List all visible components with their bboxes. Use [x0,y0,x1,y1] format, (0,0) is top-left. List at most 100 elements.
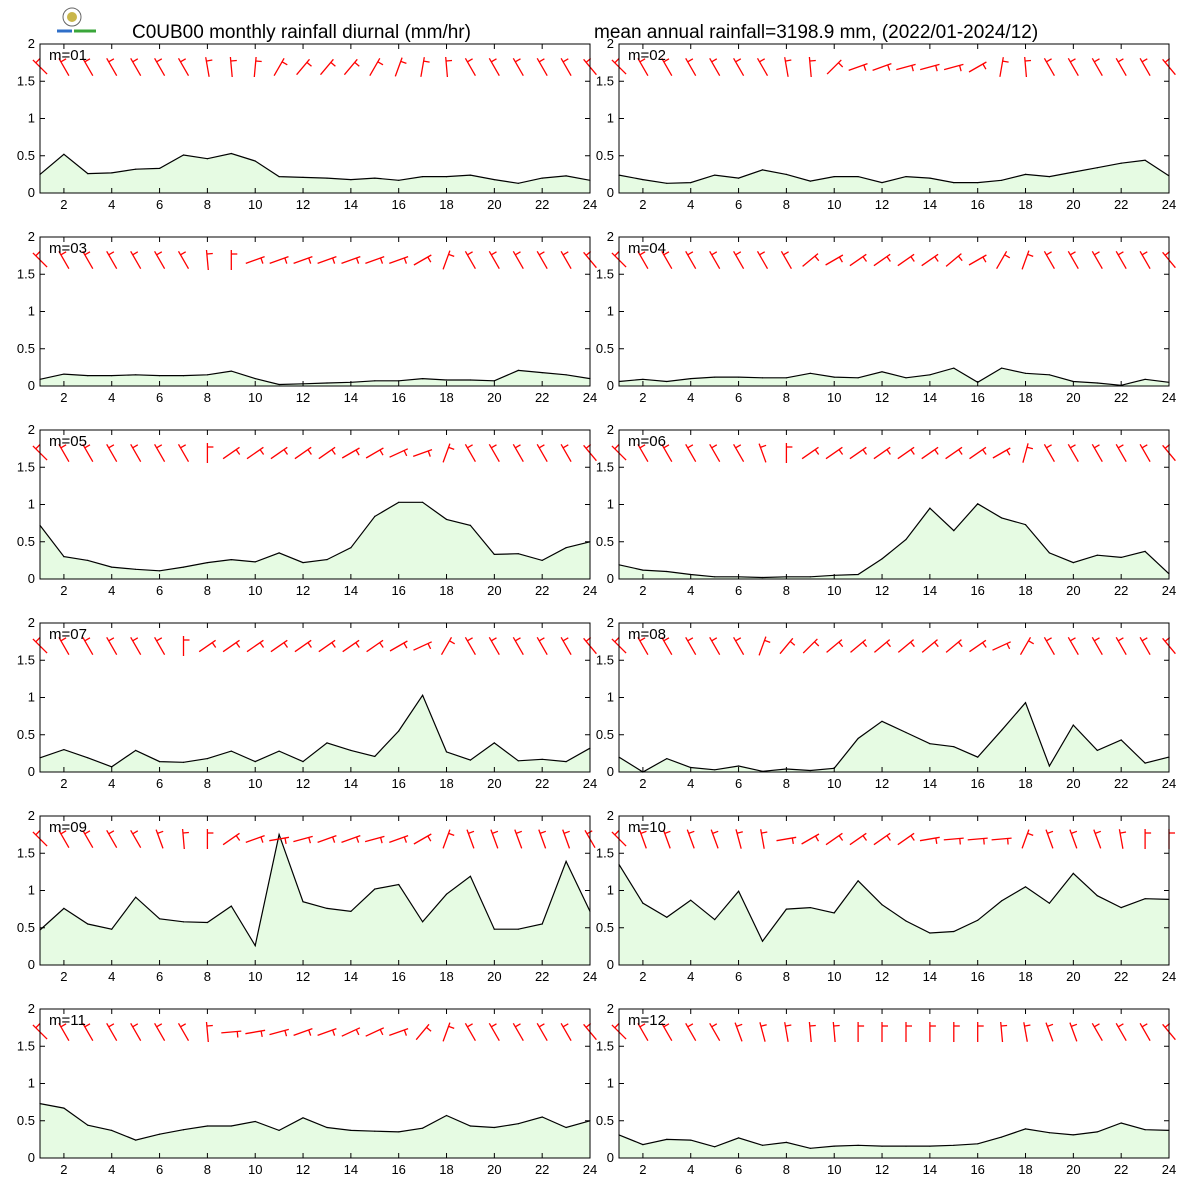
wind-barb [825,254,844,266]
data-point [1072,171,1074,173]
wind-barb [996,250,1011,270]
x-tick-label: 24 [1162,390,1176,405]
data-point [929,743,931,745]
wind-barb [294,446,312,460]
data-point [302,761,304,763]
x-tick-label: 20 [1066,1162,1080,1177]
wind-barb [1091,57,1103,77]
data-point [761,169,764,171]
x-tick-label: 14 [344,583,358,598]
data-point [374,755,376,758]
panel-label: m=03 [49,240,87,257]
wind-barb [759,1022,767,1042]
y-tick-label: 1.5 [17,73,35,88]
data-point [761,576,764,579]
data-point [182,761,185,763]
wind-barb [1168,829,1175,849]
y-tick-label: 2 [28,615,35,630]
data-point [833,912,835,914]
wind-barb [154,636,166,656]
wind-barb [442,1022,455,1042]
plot-frame [39,236,591,387]
data-point [326,742,328,744]
data-point [1096,382,1098,384]
rainfall-area [619,864,1169,965]
x-tick-label: 18 [1018,390,1032,405]
data-point [1120,556,1122,559]
x-tick-label: 20 [1066,390,1080,405]
data-point [642,378,644,380]
x-tick-label: 18 [439,390,453,405]
wind-barb [780,250,792,270]
data-point [517,182,519,184]
wind-barb [896,63,916,72]
data-point [666,380,668,383]
wind-barb [1139,250,1151,270]
wind-barb [222,832,241,846]
wind-barb [1000,1021,1008,1043]
x-tick-label: 12 [296,969,310,984]
data-point [135,374,137,376]
data-point [422,378,424,380]
wind-barb [1043,250,1055,270]
x-tick-label: 10 [827,197,841,212]
x-tick-label: 20 [487,969,501,984]
wind-barb [58,829,70,849]
wind-barb [873,832,891,846]
x-tick-label: 18 [439,969,453,984]
data-point [87,375,89,377]
data-point [230,370,232,372]
y-tick-label: 1.5 [17,845,35,860]
x-tick-label: 4 [687,969,694,984]
wind-barb [685,636,697,656]
wind-barb [1023,1022,1031,1042]
wind-barb [709,636,721,656]
data-point [350,749,352,752]
wind-barb [365,255,385,265]
x-tick-label: 18 [1018,776,1032,791]
data-point [565,860,567,863]
data-point [111,1129,113,1131]
wind-barb [826,639,844,653]
x-tick-label: 18 [1018,197,1032,212]
y-tick-label: 1.5 [596,266,614,281]
x-tick-label: 10 [827,776,841,791]
data-point [63,556,65,558]
wind-barb [466,829,475,849]
y-tick-label: 0.5 [17,148,35,163]
data-point [738,376,740,378]
data-point [445,751,448,753]
x-tick-label: 20 [487,583,501,598]
wind-barb [512,57,524,77]
wind-barb [106,443,118,463]
wind-barb [82,443,94,463]
data-point [517,369,519,371]
data-point [182,375,185,377]
wind-barb [206,829,214,849]
x-tick-label: 24 [583,583,597,598]
wind-barb [1091,443,1103,463]
data-point [493,1126,495,1129]
wind-barb [709,1022,721,1042]
wind-barb [130,1022,142,1042]
wind-barb [999,57,1009,77]
wind-barb [442,250,455,270]
wind-barb [270,639,289,653]
wind-barb [685,1022,697,1042]
wind-barb [560,443,572,463]
data-point [666,182,668,184]
y-tick-label: 0 [28,571,35,586]
wind-barb [364,835,385,844]
data-point [565,374,567,376]
data-point [1144,378,1146,380]
x-tick-label: 18 [439,776,453,791]
wind-barb [464,443,476,463]
y-tick-label: 0.5 [17,1113,35,1128]
wind-barb [562,829,571,849]
wind-barb [82,636,94,656]
x-tick-label: 16 [391,390,405,405]
data-point [517,1123,519,1125]
y-tick-label: 0.5 [17,920,35,935]
data-point [666,570,668,573]
data-point [1072,724,1074,726]
